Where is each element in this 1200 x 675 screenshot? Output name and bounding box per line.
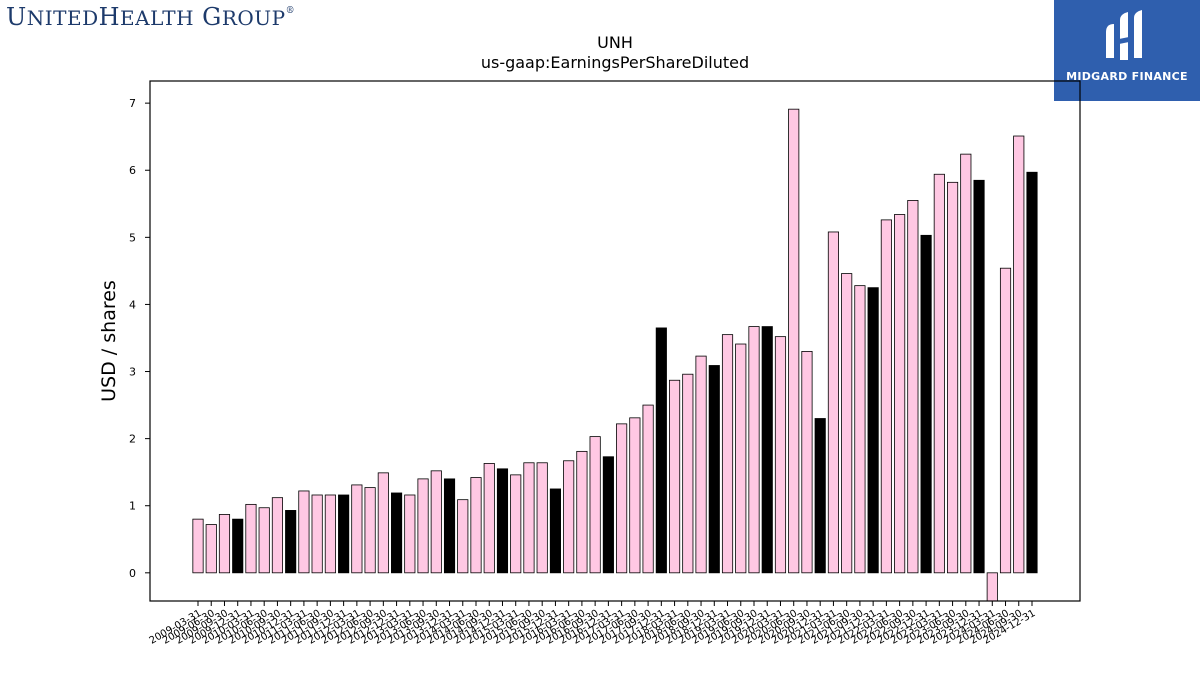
bar-2014-09-30: [483, 463, 495, 574]
bar-2013-06-30: [417, 478, 429, 574]
plot-frame: [149, 80, 1081, 602]
bar-2010-12-31: [285, 510, 297, 574]
y-axis-label: USD / shares: [98, 280, 120, 402]
bar-2021-12-31: [867, 287, 879, 574]
bar-2012-12-31: [391, 492, 403, 574]
bar-2012-06-30: [364, 487, 376, 574]
bar-2012-09-30: [377, 472, 389, 574]
bar-2015-09-30: [536, 462, 548, 574]
bar-2014-03-31: [457, 499, 469, 574]
bar-2010-09-30: [271, 497, 283, 574]
bar-2016-09-30: [589, 436, 601, 574]
y-tick-label: 6: [129, 164, 136, 177]
bar-2019-03-31: [721, 334, 734, 574]
chart-title: UNH: [597, 33, 633, 52]
bar-2019-06-30: [735, 343, 747, 574]
bar-2023-09-30: [960, 153, 972, 574]
bar-2009-06-30: [205, 524, 217, 574]
bar-2017-06-30: [629, 417, 641, 574]
bar-2012-03-31: [351, 484, 363, 574]
bar-2020-06-30: [788, 108, 800, 574]
bar-2013-03-31: [404, 494, 416, 574]
y-tick-label: 0: [129, 567, 136, 580]
bar-2009-12-31: [232, 518, 244, 574]
bar-2024-12-31: [1026, 171, 1038, 574]
bar-2020-12-31: [814, 418, 826, 574]
bar-2010-03-31: [245, 503, 257, 574]
y-tick-label: 7: [129, 97, 136, 110]
bar-2018-12-31: [708, 365, 720, 574]
bar-2013-12-31: [443, 478, 456, 574]
midgard-logo-mark-icon: [1106, 10, 1142, 60]
bar-2016-03-31: [563, 460, 575, 574]
chart-subtitle: us-gaap:EarningsPerShareDiluted: [481, 53, 749, 72]
bar-2023-06-30: [947, 181, 959, 574]
unitedhealth-group-logo: UNITEDHEALTH GROUP®: [6, 3, 296, 31]
x-axis: 2009-03-312009-06-302009-09-302009-12-31…: [148, 601, 1038, 647]
bar-2014-12-31: [496, 468, 509, 574]
bar-2022-09-30: [907, 200, 919, 574]
bar-2019-12-31: [761, 326, 773, 574]
bar-2015-06-30: [523, 462, 535, 574]
bar-2024-09-30: [1013, 135, 1025, 574]
bar-2021-06-30: [841, 273, 853, 574]
bar-2022-03-31: [880, 219, 892, 574]
bar-2022-06-30: [894, 214, 906, 574]
bar-2015-12-31: [549, 488, 562, 574]
bar-2020-09-30: [801, 350, 813, 574]
bar-2018-09-30: [695, 355, 707, 574]
bar-2009-09-30: [218, 514, 231, 574]
bar-2023-12-31: [973, 179, 985, 574]
y-tick-label: 4: [129, 298, 136, 311]
bar-2019-09-30: [748, 326, 760, 574]
bar-2023-03-31: [933, 173, 945, 574]
bar-2021-03-31: [827, 231, 840, 574]
midgard-finance-logo: MIDGARD FINANCE: [1054, 0, 1200, 101]
bar-2014-06-30: [470, 477, 482, 574]
midgard-logo-wordmark: MIDGARD FINANCE: [1066, 70, 1188, 83]
bar-2011-09-30: [324, 494, 336, 574]
y-axis: 0 1 2 3 4 5 6 7: [129, 97, 150, 580]
bar-2021-09-30: [854, 285, 866, 574]
y-tick-label: 3: [129, 366, 136, 379]
y-tick-label: 5: [129, 231, 136, 244]
bar-2017-09-30: [642, 404, 654, 574]
bar-2018-06-30: [682, 373, 694, 574]
bar-2009-03-31: [192, 518, 204, 574]
y-tick-label: 1: [129, 500, 136, 513]
bar-2013-09-30: [430, 470, 442, 574]
bar-2011-03-31: [298, 490, 310, 574]
bar-2011-12-31: [338, 494, 350, 574]
bar-2018-03-31: [669, 379, 681, 574]
bar-2017-12-31: [655, 327, 667, 574]
bar-2024-06-30: [999, 267, 1012, 574]
bar-2011-06-30: [311, 494, 323, 574]
bar-2020-03-31: [774, 336, 787, 574]
bar-2016-12-31: [602, 456, 614, 574]
bar-2010-06-30: [258, 507, 270, 574]
bar-2015-03-31: [510, 474, 522, 574]
chart-bars: [192, 108, 1038, 602]
bar-2024-03-31: [986, 572, 998, 602]
y-tick-label: 2: [129, 433, 136, 446]
bar-2017-03-31: [616, 423, 628, 574]
bar-2016-06-30: [576, 450, 588, 574]
bar-2022-12-31: [920, 234, 932, 574]
